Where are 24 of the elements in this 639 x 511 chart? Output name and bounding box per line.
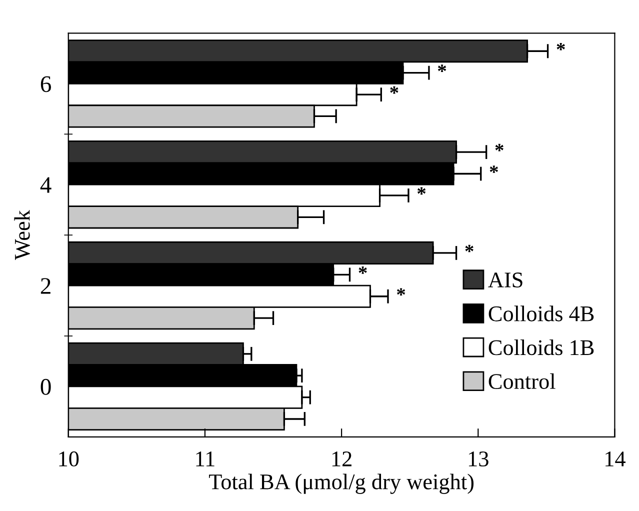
data-label: *: [417, 187, 426, 195]
legend-label: AIS: [488, 272, 522, 288]
x-tick-label: 11: [196, 452, 214, 466]
y-axis-title: Week: [14, 210, 30, 260]
data-label: *: [556, 42, 565, 50]
data-label: *: [495, 144, 504, 152]
y-tick-label: 4: [40, 177, 52, 193]
y-tick-label: 2: [40, 278, 50, 294]
y-tick-label: 0: [40, 378, 51, 395]
legend-label: Colloids 4B: [488, 306, 594, 322]
data-label: *: [390, 86, 398, 94]
y-tick-label: 6: [40, 76, 51, 92]
legend-label: Colloids 1B: [488, 340, 594, 356]
x-tick-label: 13: [468, 452, 488, 466]
x-tick-label: 14: [606, 452, 626, 466]
data-label: *: [438, 64, 446, 72]
data-label: *: [490, 166, 498, 173]
legend-label: Control: [488, 373, 556, 390]
x-tick-label: 10: [59, 451, 79, 466]
data-label: *: [396, 288, 406, 296]
x-axis-title: Total BA (μmol/g dry weight): [209, 474, 474, 494]
x-tick-label: 12: [332, 452, 352, 466]
data-label: *: [465, 244, 474, 252]
data-label: *: [358, 266, 367, 274]
